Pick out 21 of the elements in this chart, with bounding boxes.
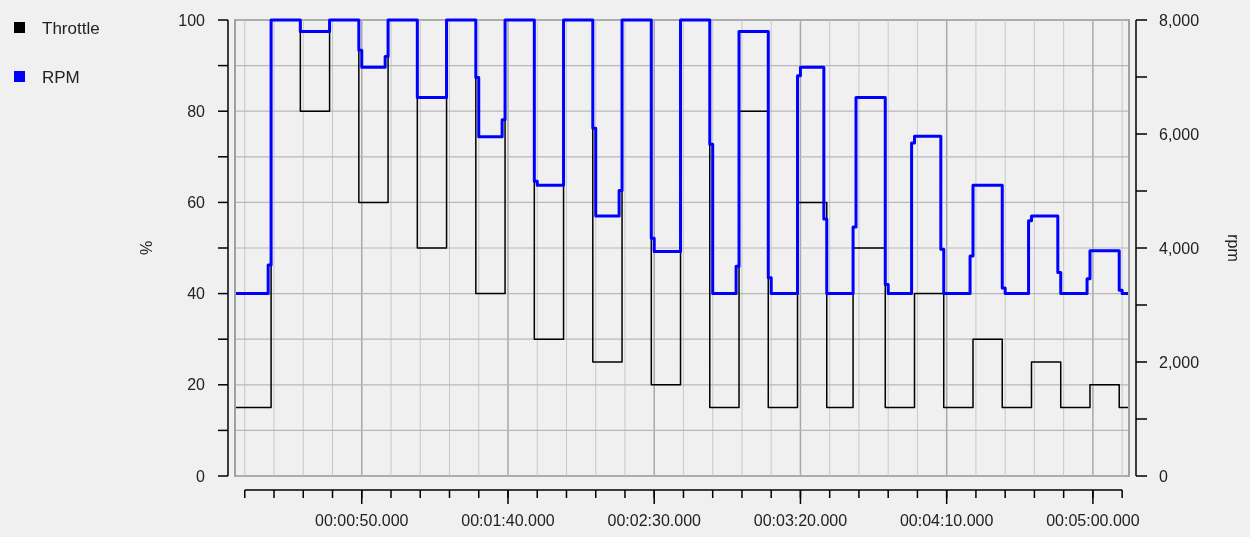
y-tick-label: 40: [187, 285, 206, 303]
y2-tick-label: 2,000: [1159, 353, 1200, 371]
legend-label: Throttle: [42, 18, 100, 38]
y-axis-title: %: [138, 240, 155, 256]
x-tick-label: 00:04:10.000: [899, 512, 994, 529]
y-tick-label: 100: [178, 11, 206, 29]
legend-label: RPM: [42, 67, 80, 87]
y-tick-label: 80: [187, 102, 206, 120]
x-tick-label: 00:01:40.000: [461, 512, 555, 529]
x-tick-label: 00:05:00.000: [1046, 512, 1140, 529]
y2-tick-label: 4,000: [1159, 239, 1200, 257]
y-tick-label: 20: [187, 376, 206, 394]
x-tick-label: 00:02:30.000: [607, 512, 702, 529]
y-tick-label: 0: [196, 467, 206, 485]
y-tick-label: 60: [187, 194, 206, 211]
y2-tick-label: 0: [1159, 467, 1168, 485]
y2-tick-label: 6,000: [1159, 125, 1200, 143]
y2-axis-title: rpm: [1225, 234, 1242, 262]
x-tick-label: 00:03:20.000: [753, 512, 848, 529]
x-tick-label: 00:00:50.000: [315, 512, 409, 529]
y2-tick-label: 8,000: [1159, 11, 1200, 29]
